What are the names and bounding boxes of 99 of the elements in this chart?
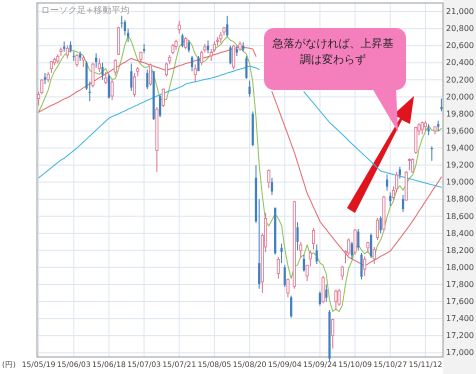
candlestick <box>146 69 148 90</box>
candlestick <box>178 20 181 34</box>
candlestick <box>232 44 236 70</box>
y-tick-label: 19,800 <box>446 109 474 118</box>
candlestick <box>372 246 376 265</box>
y-tick-label: 20,200 <box>446 75 474 84</box>
candlestick <box>276 256 280 280</box>
candlestick <box>437 120 440 132</box>
candlestick <box>350 241 354 260</box>
candlestick <box>190 55 194 72</box>
annotation: 急落がなければ、上昇基調は変わらず <box>272 36 394 68</box>
candlestick <box>44 72 46 85</box>
y-tick-label: 17,800 <box>446 280 474 289</box>
candlestick <box>95 52 98 68</box>
candlestick <box>79 51 82 62</box>
candlestick <box>114 58 117 76</box>
y-tick-label: 17,600 <box>446 297 474 306</box>
candlestick <box>338 288 341 306</box>
candlestick <box>357 228 360 251</box>
candlestick <box>101 62 104 80</box>
candlestick <box>72 51 75 62</box>
candlestick <box>148 63 152 86</box>
y-tick-label: 18,400 <box>446 228 474 238</box>
candlestick <box>50 60 53 74</box>
candlestick <box>380 216 382 234</box>
candlestick <box>136 66 140 77</box>
candlestick <box>184 36 188 50</box>
candlestick <box>325 284 328 302</box>
candlestick <box>322 275 325 304</box>
candlestick <box>331 318 334 349</box>
candlestick <box>91 62 94 88</box>
chart-title: ローソク足+移動平均 <box>41 5 130 16</box>
candlestick <box>427 124 430 136</box>
candlestick <box>440 98 443 112</box>
candlestick <box>370 232 372 259</box>
y-tick-label: 17,200 <box>446 331 474 340</box>
candlestick <box>56 54 60 64</box>
candlestick <box>408 158 411 171</box>
candlestick <box>242 42 244 52</box>
candlestick <box>270 177 274 196</box>
candlestick <box>120 15 123 28</box>
candlestick <box>430 146 433 162</box>
candlestick <box>354 228 357 256</box>
candlestick <box>286 278 290 298</box>
candlestick <box>98 58 101 73</box>
candlestick <box>245 55 248 80</box>
y-tick-label: 19,000 <box>446 178 474 187</box>
candlestick <box>236 45 238 56</box>
candlestick <box>206 40 210 54</box>
candlestick <box>110 79 114 101</box>
candlestick <box>389 192 392 207</box>
candlestick <box>46 72 50 83</box>
candlestick <box>248 80 251 98</box>
candlestick <box>104 72 108 85</box>
candlestick <box>238 40 242 52</box>
candlestick <box>284 264 286 288</box>
candlestick <box>188 40 190 53</box>
y-tick-label: 20,400 <box>446 58 474 68</box>
candlestick <box>82 55 85 68</box>
y-tick-label: 20,600 <box>446 41 474 50</box>
y-tick-label: 18,800 <box>446 194 474 204</box>
candlestick <box>75 54 78 68</box>
y-tick-label: 21,000 <box>446 7 474 16</box>
y-tick-label: 18,600 <box>446 212 474 221</box>
y-tick-label: 17,400 <box>446 314 474 324</box>
y-tick-label: 19,600 <box>446 126 474 136</box>
candlestick <box>174 39 178 50</box>
candlestick <box>171 43 174 55</box>
candlestick <box>398 166 401 180</box>
candlestick <box>424 120 427 132</box>
candlestick <box>340 265 344 281</box>
candlestick <box>363 256 366 276</box>
candlestick <box>318 290 322 306</box>
candlestick <box>334 289 338 311</box>
candlestick <box>402 194 404 212</box>
candlestick <box>312 228 316 250</box>
candlestick <box>420 121 424 135</box>
candlestick <box>139 51 142 64</box>
candlestick <box>290 295 292 318</box>
y-tick-label: 19,200 <box>446 160 474 170</box>
candlestick <box>130 63 132 92</box>
candlestick <box>411 158 414 174</box>
candlestick <box>226 15 228 38</box>
candlestick <box>63 40 66 52</box>
y-tick-label: 18,200 <box>446 246 474 255</box>
y-tick-label: 20,800 <box>446 24 474 34</box>
candlestick <box>66 45 69 59</box>
y-tick-label: 17,000 <box>446 348 474 358</box>
candlestick <box>267 168 270 189</box>
candlestick <box>376 217 379 241</box>
candlestick <box>142 43 146 54</box>
y-tick-label: 19,400 <box>446 144 474 153</box>
candlestick <box>132 72 136 98</box>
candlestick <box>194 64 197 82</box>
y-tick-label: 20,000 <box>446 92 474 102</box>
candlestick <box>162 88 165 108</box>
candlestick <box>299 241 302 259</box>
y-tick-label: 18,000 <box>446 262 474 272</box>
candlestick <box>316 244 318 265</box>
